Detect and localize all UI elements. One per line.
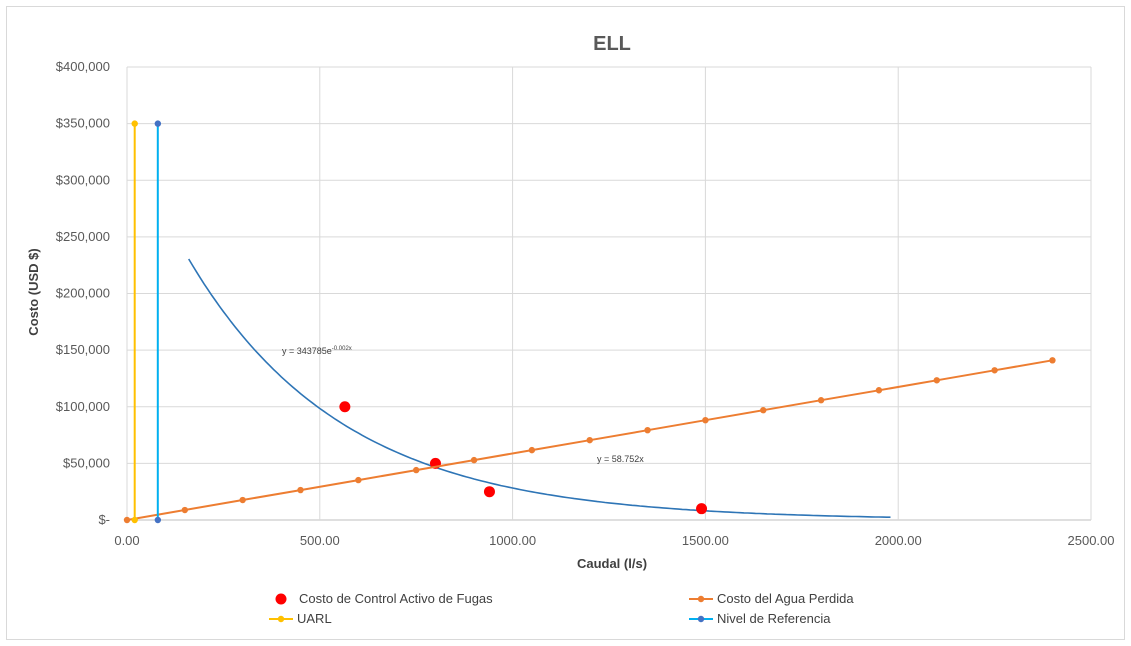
- legend-item: UARL: [269, 611, 332, 626]
- data-point: [483, 486, 495, 498]
- data-point: [702, 416, 709, 424]
- x-tick-label: 2000.00: [875, 533, 922, 548]
- y-tick-label: $350,000: [56, 116, 110, 131]
- data-point: [154, 120, 162, 127]
- legend-item: Nivel de Referencia: [689, 611, 831, 626]
- linear-trendline-label: y = 58.752x: [597, 454, 644, 464]
- legend-swatch-marker: [697, 595, 705, 603]
- legend-label: UARL: [297, 611, 332, 626]
- legend-label: Costo de Control Activo de Fugas: [299, 591, 493, 606]
- data-point: [297, 486, 304, 494]
- series-3: [154, 120, 162, 524]
- legend-swatch-marker: [275, 593, 287, 605]
- data-point: [123, 516, 131, 524]
- x-tick-label: 1500.00: [682, 533, 729, 548]
- data-point: [355, 476, 362, 484]
- data-point: [586, 436, 593, 444]
- legend-item: Costo del Agua Perdida: [689, 591, 854, 606]
- data-point: [339, 401, 351, 413]
- y-axis-title: Costo (USD $): [26, 248, 41, 335]
- x-tick-label: 0.00: [114, 533, 139, 548]
- x-tick-labels: 0.00 500.00 1000.00 1500.00 2000.00 2500.00: [114, 533, 1114, 548]
- data-point: [875, 387, 883, 394]
- gridlines: [126, 66, 1092, 521]
- y-tick-label: $250,000: [56, 229, 110, 244]
- plot-area: [123, 120, 1056, 524]
- trendline-annotations: y = 343785e-0.002x y = 58.752x: [282, 346, 644, 464]
- data-point: [760, 407, 767, 414]
- series-1: [123, 357, 1056, 524]
- chart-container: [6, 6, 1125, 640]
- y-tick-label: $400,000: [56, 59, 110, 74]
- x-tick-label: 2500.00: [1068, 533, 1115, 548]
- chart-title: ELL: [593, 33, 631, 55]
- y-tick-label: $200,000: [56, 286, 110, 301]
- data-point: [413, 466, 420, 474]
- legend-swatch-marker: [697, 615, 705, 623]
- data-point: [239, 496, 246, 504]
- data-point: [644, 426, 651, 434]
- legend-swatch-marker: [277, 615, 285, 623]
- x-tick-label: 1000.00: [489, 533, 536, 548]
- exp-trendline-label: y = 343785e-0.002x: [282, 346, 352, 356]
- y-tick-label: $150,000: [56, 342, 110, 357]
- data-point: [817, 397, 825, 404]
- y-tick-label: $300,000: [56, 172, 110, 187]
- data-point: [696, 503, 708, 515]
- series-0: [339, 401, 708, 515]
- x-axis-title: Caudal (l/s): [577, 556, 647, 571]
- y-tick-label: $-: [98, 512, 110, 527]
- legend-label: Nivel de Referencia: [717, 611, 831, 626]
- data-point: [991, 367, 998, 374]
- data-point: [528, 446, 536, 454]
- data-point: [181, 506, 189, 514]
- legend: Costo de Control Activo de Fugas Costo de…: [269, 591, 854, 626]
- y-tick-label: $100,000: [56, 399, 110, 414]
- legend-label: Costo del Agua Perdida: [717, 591, 854, 606]
- data-point: [154, 516, 162, 524]
- series-2: [131, 120, 138, 524]
- legend-item: Costo de Control Activo de Fugas: [275, 591, 493, 606]
- data-point: [470, 456, 478, 464]
- data-point: [933, 377, 940, 384]
- x-tick-label: 500.00: [300, 533, 340, 548]
- data-point: [131, 120, 138, 127]
- data-point: [131, 516, 138, 524]
- y-tick-labels: $- $50,000 $100,000 $150,000 $200,000 $250,00…: [56, 59, 110, 527]
- data-point: [1049, 357, 1056, 364]
- exponential-trendline: [188, 258, 891, 518]
- y-tick-label: $50,000: [63, 455, 110, 470]
